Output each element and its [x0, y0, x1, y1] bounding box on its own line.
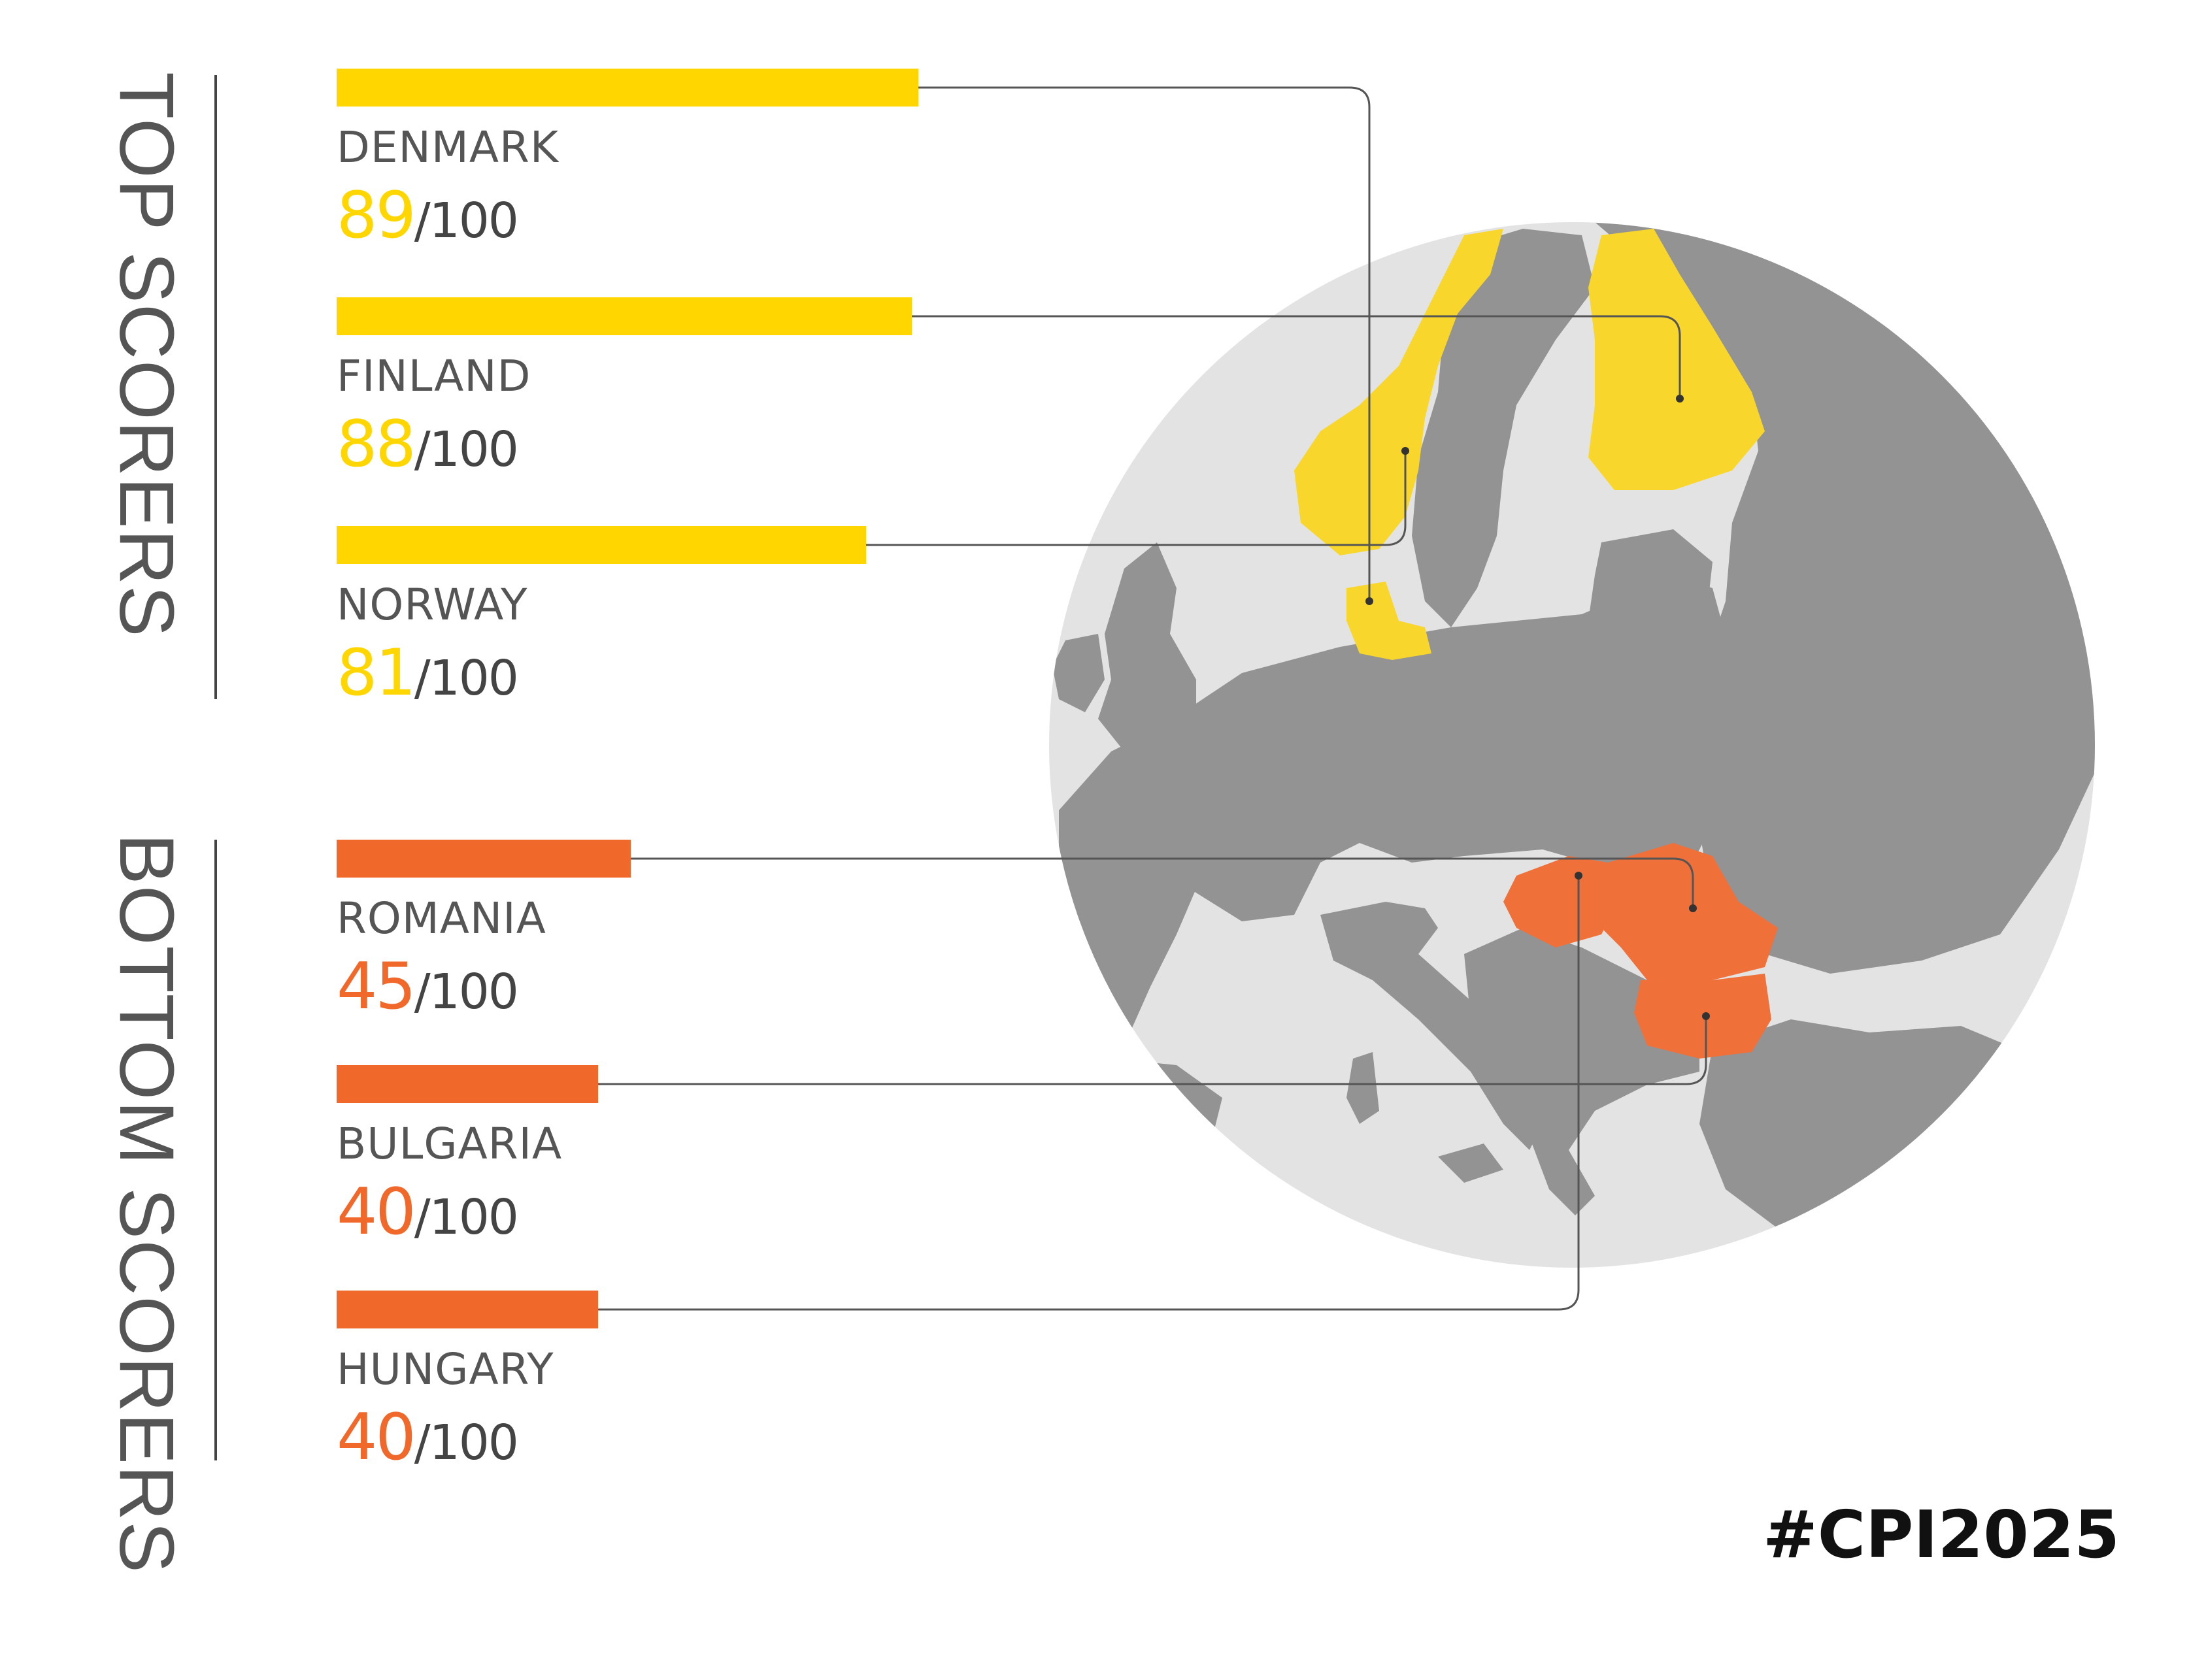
score-norway: 81/100: [337, 636, 519, 710]
score-value-denmark: 89: [337, 178, 416, 253]
cpi-hashtag: #CPI2025: [1763, 1496, 2120, 1573]
bar-norway: [337, 526, 866, 564]
land-turkey: [1699, 1019, 2059, 1242]
region-norway: [1294, 229, 1503, 555]
country-label-norway: NORWAY: [337, 580, 528, 630]
anchor-dot-denmark: [1365, 597, 1373, 605]
country-label-hungary: HUNGARY: [337, 1344, 554, 1394]
score-denmark: 89/100: [337, 178, 519, 253]
connector-hungary: [598, 876, 1580, 1311]
connector-finland: [912, 315, 1681, 399]
land-ireland: [1052, 634, 1105, 712]
country-label-denmark: DENMARK: [337, 122, 560, 173]
score-max-finland: /100: [414, 421, 519, 478]
score-max-norway: /100: [414, 650, 519, 706]
connector-romania: [631, 857, 1694, 908]
bar-bulgaria: [337, 1065, 598, 1103]
bar-hungary: [337, 1291, 598, 1328]
land-central-europe: [1157, 647, 1360, 921]
region-finland: [1588, 229, 1765, 490]
score-romania: 45/100: [337, 949, 519, 1024]
land-sicily: [1438, 1144, 1503, 1183]
anchor-dot-finland: [1676, 395, 1684, 403]
anchor-dot-romania: [1689, 904, 1697, 912]
region-romania: [1601, 843, 1778, 980]
bar-denmark: [337, 69, 918, 107]
score-value-hungary: 40: [337, 1400, 416, 1475]
connector-norway: [866, 451, 1407, 546]
bar-romania: [337, 840, 631, 878]
land-crimea: [1830, 908, 1909, 954]
country-label-romania: ROMANIA: [337, 893, 546, 944]
score-max-hungary: /100: [414, 1415, 519, 1471]
score-max-denmark: /100: [414, 193, 519, 249]
chart-marks: [337, 69, 1710, 1328]
score-value-norway: 81: [337, 636, 416, 710]
anchor-dot-bulgaria: [1702, 1012, 1710, 1020]
country-label-finland: FINLAND: [337, 351, 531, 401]
land-sardinia: [1346, 1052, 1379, 1124]
land-great-britain: [1098, 542, 1196, 751]
score-value-bulgaria: 40: [337, 1175, 416, 1249]
connector-bulgaria: [598, 1016, 1707, 1085]
score-value-romania: 45: [337, 949, 416, 1024]
score-finland: 88/100: [337, 407, 519, 482]
score-hungary: 40/100: [337, 1400, 519, 1475]
anchor-dot-hungary: [1575, 872, 1582, 880]
score-value-finland: 88: [337, 407, 416, 482]
country-label-bulgaria: BULGARIA: [337, 1119, 563, 1169]
score-bulgaria: 40/100: [337, 1175, 519, 1249]
bottom-scorers-divider: [214, 840, 217, 1460]
land-iberia: [1059, 1059, 1222, 1242]
land-baltics: [1588, 529, 1713, 627]
score-max-romania: /100: [414, 964, 519, 1020]
top-scorers-divider: [214, 75, 217, 699]
score-max-bulgaria: /100: [414, 1189, 519, 1245]
bar-finland: [337, 297, 912, 335]
connector-denmark: [918, 86, 1371, 601]
anchor-dot-norway: [1401, 447, 1409, 455]
land-eastern-europe: [1340, 575, 1732, 876]
region-hungary: [1503, 856, 1621, 947]
land-sweden: [1412, 229, 1595, 627]
land-italy: [1320, 902, 1549, 1150]
